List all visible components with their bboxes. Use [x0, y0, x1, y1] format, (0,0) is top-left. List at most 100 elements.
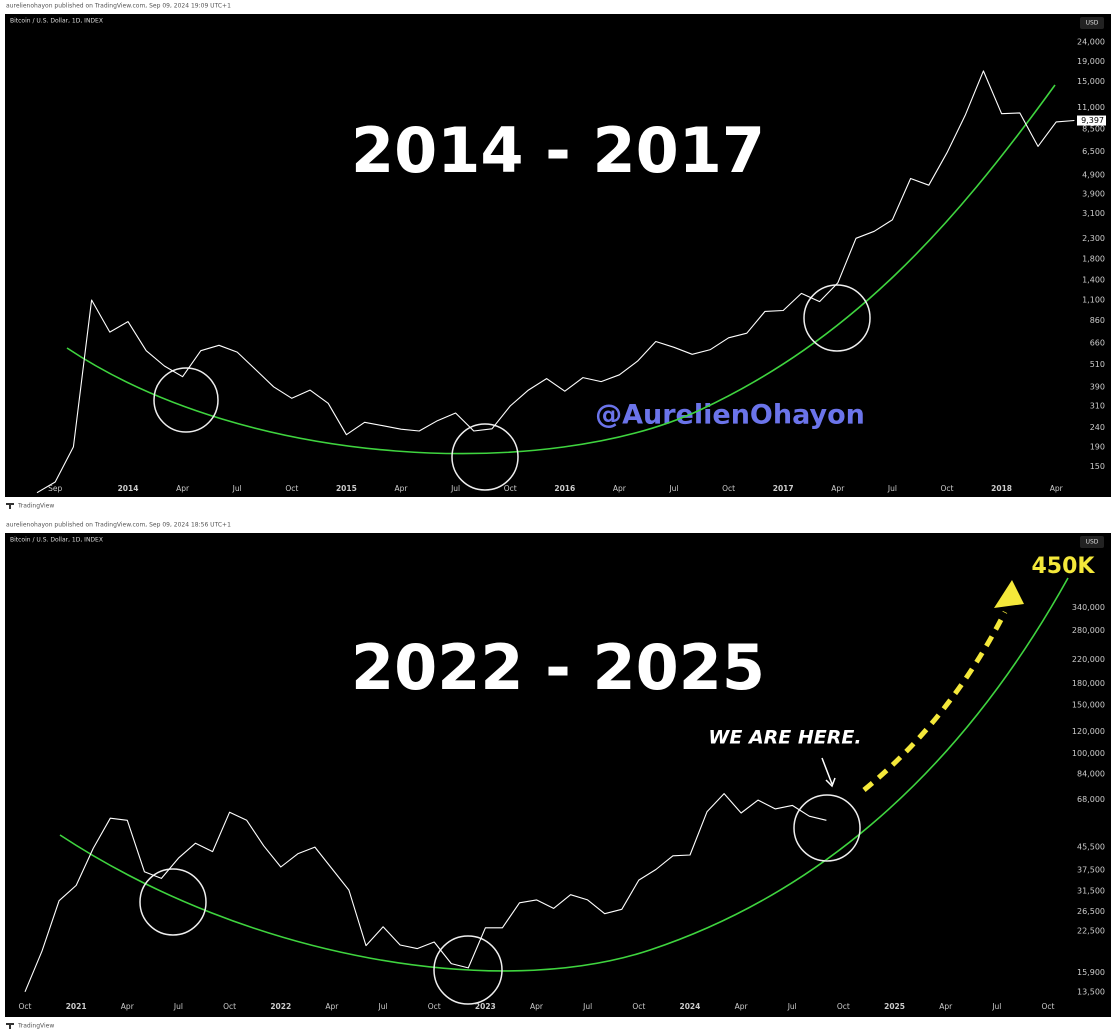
y-tick-label: 31,500: [1077, 886, 1105, 895]
x-tick-label: Jul: [582, 1002, 592, 1011]
x-tick-label: Oct: [285, 484, 298, 493]
x-tick-label: Apr: [176, 484, 190, 493]
currency: USD: [1086, 539, 1099, 546]
y-tick-label: 15,000: [1077, 77, 1105, 86]
y-tick-label: 340,000: [1072, 603, 1105, 612]
y-tick-label: 1,400: [1082, 275, 1105, 284]
currency-box: [1080, 17, 1104, 29]
y-tick-label: 45,500: [1077, 843, 1105, 852]
x-tick-label: Jul: [787, 1002, 797, 1011]
x-tick-label: 2024: [680, 1002, 701, 1011]
y-tick-label: 3,900: [1082, 190, 1105, 199]
y-tick-label: 26,500: [1077, 907, 1105, 916]
header: aurelienohayon published on TradingView.…: [6, 3, 231, 10]
projection-arrow: [862, 610, 1008, 792]
x-tick-label: Oct: [941, 484, 954, 493]
x-tick-label: 2014: [118, 484, 139, 493]
currency-box: [1080, 536, 1104, 548]
footer: TradingView: [17, 503, 54, 510]
x-tick-label: Apr: [939, 1002, 953, 1011]
y-tick-label: 150,000: [1072, 701, 1105, 710]
y-tick-label: 2,300: [1082, 234, 1105, 243]
y-tick-label: 15,900: [1077, 968, 1105, 977]
symbol: Bitcoin / U.S. Dollar, 1D, INDEX: [10, 537, 103, 544]
y-tick-label: 100,000: [1072, 749, 1105, 758]
x-tick-label: Apr: [325, 1002, 339, 1011]
x-tick-label: Oct: [504, 484, 517, 493]
y-tick-label: 120,000: [1072, 727, 1105, 736]
pointer-arrow: [821, 757, 836, 788]
x-tick-label: Apr: [613, 484, 627, 493]
y-tick-label: 180,000: [1072, 679, 1105, 688]
x-tick-label: Apr: [1050, 484, 1064, 493]
x-tick-label: Jul: [887, 484, 897, 493]
highlight-circle: [803, 284, 871, 352]
logo: [6, 1023, 14, 1029]
y-tick-label: 150: [1090, 462, 1105, 471]
x-tick-label: Apr: [121, 1002, 135, 1011]
x-tick-label: 2016: [554, 484, 575, 493]
x-tick-label: Oct: [223, 1002, 236, 1011]
x-tick-label: Jul: [232, 484, 242, 493]
panel: [5, 14, 1111, 497]
highlight-circle: [793, 794, 861, 862]
y-tick-label: 220,000: [1072, 655, 1105, 664]
logo: [6, 503, 14, 509]
panel: [5, 533, 1111, 1017]
price-tag-label: 9,397: [1081, 116, 1104, 125]
x-tick-label: 2022: [270, 1002, 291, 1011]
price-line: [24, 793, 827, 993]
highlight-circle: [433, 935, 503, 1005]
x-tick-label: Oct: [1042, 1002, 1055, 1011]
x-tick-label: Jul: [450, 484, 460, 493]
y-tick-label: 68,000: [1077, 795, 1105, 804]
x-tick-label: 2023: [475, 1002, 496, 1011]
x-tick-label: 2018: [991, 484, 1012, 493]
trend-curve: [66, 84, 1056, 455]
x-tick-label: Jul: [173, 1002, 183, 1011]
x-tick-label: Jul: [668, 484, 678, 493]
y-tick-label: 19,000: [1077, 57, 1105, 66]
highlight-circle: [153, 367, 219, 433]
header: aurelienohayon published on TradingView.…: [6, 522, 231, 529]
highlight-circle: [451, 423, 519, 491]
y-tick-label: 1,100: [1082, 296, 1105, 305]
chart-title: 2014 - 2017: [351, 114, 765, 187]
y-tick-label: 13,500: [1077, 987, 1105, 996]
y-tick-label: 24,000: [1077, 38, 1105, 47]
y-tick-label: 84,000: [1077, 770, 1105, 779]
x-tick-label: Oct: [428, 1002, 441, 1011]
y-tick-label: 8,500: [1082, 124, 1105, 133]
x-tick-label: Oct: [837, 1002, 850, 1011]
y-tick-label: 190: [1090, 442, 1105, 451]
x-tick-label: 2015: [336, 484, 357, 493]
price-line: [36, 70, 1075, 494]
footer: TradingView: [17, 1023, 54, 1030]
x-tick-label: Oct: [722, 484, 735, 493]
annotation: WE ARE HERE.: [708, 727, 861, 749]
x-tick-label: Jul: [991, 1002, 1001, 1011]
watermark: @AurelienOhayon: [595, 400, 865, 431]
x-tick-label: Apr: [735, 1002, 749, 1011]
y-tick-label: 860: [1090, 316, 1105, 325]
currency: USD: [1086, 20, 1099, 27]
y-tick-label: 4,900: [1082, 171, 1105, 180]
trend-curve: [59, 577, 1069, 972]
y-tick-label: 660: [1090, 338, 1105, 347]
x-tick-label: Apr: [831, 484, 845, 493]
x-tick-label: Sep: [48, 484, 62, 493]
y-tick-label: 37,500: [1077, 866, 1105, 875]
x-tick-label: Jul: [378, 1002, 388, 1011]
x-tick-label: Apr: [530, 1002, 544, 1011]
y-tick-label: 240: [1090, 423, 1105, 432]
y-tick-label: 310: [1090, 401, 1105, 410]
y-tick-label: 22,500: [1077, 926, 1105, 935]
symbol: Bitcoin / U.S. Dollar, 1D, INDEX: [10, 18, 103, 25]
annotation: 450K: [1032, 554, 1096, 579]
y-tick-label: 280,000: [1072, 626, 1105, 635]
x-tick-label: Oct: [19, 1002, 32, 1011]
y-tick-label: 3,100: [1082, 209, 1105, 218]
x-tick-label: Apr: [395, 484, 409, 493]
x-tick-label: 2025: [884, 1002, 905, 1011]
